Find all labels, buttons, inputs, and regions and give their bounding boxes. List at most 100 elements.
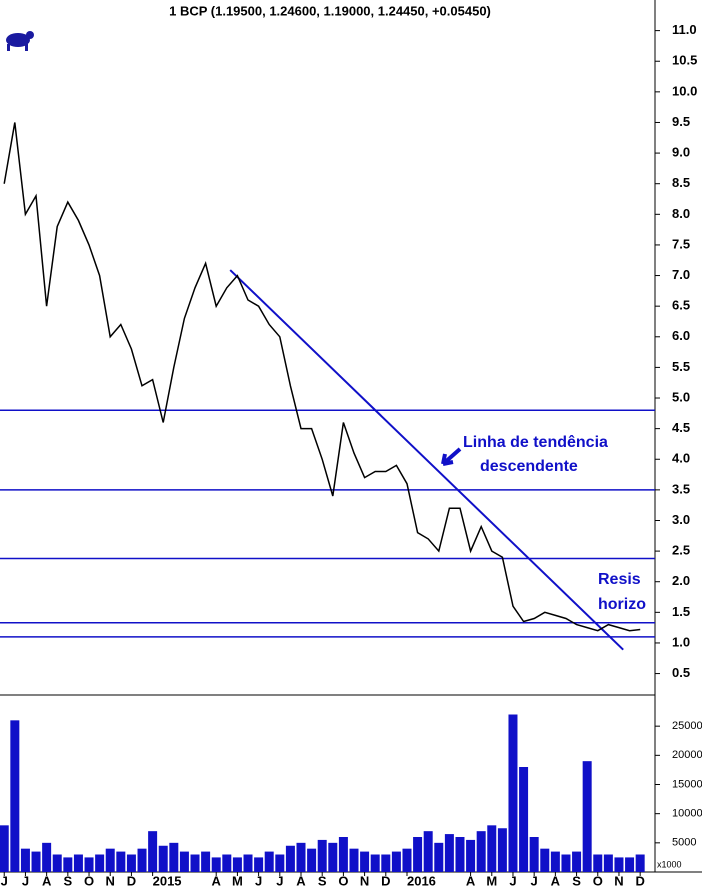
x-tick-label: M: [232, 873, 243, 888]
x-tick-label: D: [381, 873, 390, 888]
volume-bar: [540, 848, 550, 872]
x-tick-label: A: [42, 873, 52, 888]
volume-bar: [201, 851, 211, 872]
chart-title: 1 BCP (1.19500, 1.24600, 1.19000, 1.2445…: [169, 3, 491, 18]
x-tick-label: M: [486, 873, 497, 888]
y-tick-label: 1.5: [672, 604, 690, 619]
y-tick-label: 5000: [672, 837, 696, 849]
y-tick-label: 8.5: [672, 175, 690, 190]
x-tick-label: S: [63, 873, 72, 888]
y-tick-label: 20000: [672, 749, 702, 761]
y-tick-label: 9.5: [672, 114, 690, 129]
volume-bar: [116, 851, 126, 872]
y-tick-label: 8.0: [672, 206, 690, 221]
price-line: [3, 122, 641, 632]
volume-bar: [603, 854, 613, 872]
volume-bar: [52, 854, 62, 872]
x-tick-label: O: [338, 873, 348, 888]
volume-bar: [285, 845, 295, 872]
x-tick-label: D: [635, 873, 644, 888]
x-tick-label: A: [212, 873, 222, 888]
volume-bar: [508, 714, 518, 872]
volume-bar: [391, 851, 401, 872]
volume-bar: [31, 851, 41, 872]
trendline: [229, 269, 624, 651]
x-tick-label: 2015: [153, 873, 182, 888]
y-tick-label: 6.5: [672, 298, 690, 313]
volume-bar: [476, 831, 486, 872]
y-tick-label: 4.0: [672, 451, 690, 466]
volume-bar: [222, 854, 232, 872]
volume-bar: [328, 842, 338, 872]
x-tick-label: J: [276, 873, 283, 888]
y-tick-label: 15000: [672, 778, 702, 790]
volume-bar: [572, 851, 582, 872]
logo-icon: [6, 31, 34, 51]
volume-bar: [635, 854, 645, 872]
x-tick-label: J: [255, 873, 262, 888]
volume-bar: [338, 837, 348, 872]
y-tick-label: 1.0: [672, 634, 690, 649]
x-tick-label: J: [1, 873, 8, 888]
volume-bar: [550, 851, 560, 872]
volume-bar: [243, 854, 253, 872]
volume-bar: [307, 848, 317, 872]
y-tick-label: 4.5: [672, 420, 690, 435]
annotation: descendente: [480, 458, 578, 475]
price-panel: Linha de tendência descendente Resis horizo: [0, 122, 655, 651]
annotation-arrow: [441, 447, 462, 466]
y-tick-label: 10.5: [672, 53, 697, 68]
y-tick-label: 0.5: [672, 665, 690, 680]
volume-bar: [519, 767, 529, 872]
x-tick-label: A: [296, 873, 306, 888]
volume-bar: [455, 837, 465, 872]
y-tick-label: 9.0: [672, 145, 690, 160]
y-tick-label: 25000: [672, 720, 702, 732]
x-tick-label: D: [127, 873, 136, 888]
volume-bar: [561, 854, 571, 872]
volume-bar: [593, 854, 603, 872]
y-tick-label: 7.5: [672, 236, 690, 251]
volume-bar: [158, 845, 168, 872]
volume-bar: [625, 857, 635, 872]
volume-bar: [434, 842, 444, 872]
volume-bar: [275, 854, 285, 872]
volume-bar: [296, 842, 306, 872]
x-tick-label: N: [614, 873, 623, 888]
unit-label: x1000: [657, 859, 682, 869]
x-tick-label: A: [466, 873, 476, 888]
annotation: Resis: [598, 571, 641, 588]
volume-bar: [529, 837, 539, 872]
volume-bar: [105, 848, 115, 872]
volume-bar: [169, 842, 179, 872]
y-tick-label: 2.5: [672, 543, 690, 558]
x-tick-label: N: [360, 873, 369, 888]
axes: 0.5 1.0 1.5 2.0 2.5 3.0 3.5 4.0 4.5 5.0 5.5 6.0 6.5 7…: [1, 22, 702, 888]
volume-bar: [20, 848, 30, 872]
volume-bar: [10, 720, 20, 872]
volume-bar: [148, 831, 158, 872]
volume-bar: [402, 848, 412, 872]
volume-bar: [95, 854, 105, 872]
volume-bar: [179, 851, 189, 872]
x-tick-label: J: [22, 873, 29, 888]
volume-bar: [0, 825, 9, 872]
y-tick-label: 3.5: [672, 481, 690, 496]
y-tick-label: 5.5: [672, 359, 690, 374]
volume-bar: [73, 854, 83, 872]
volume-bar: [444, 834, 454, 872]
volume-bar: [264, 851, 274, 872]
volume-bar: [349, 848, 359, 872]
volume-bar: [137, 848, 147, 872]
x-tick-label: J: [531, 873, 538, 888]
volume-bar: [466, 839, 476, 872]
volume-bar: [232, 857, 242, 872]
volume-bar: [317, 839, 327, 872]
volume-bar: [126, 854, 136, 872]
y-tick-label: 3.0: [672, 512, 690, 527]
annotation: Linha de tendência: [463, 434, 608, 451]
y-tick-label: 10.0: [672, 83, 697, 98]
volume-bar: [42, 842, 52, 872]
x-tick-label: J: [509, 873, 516, 888]
